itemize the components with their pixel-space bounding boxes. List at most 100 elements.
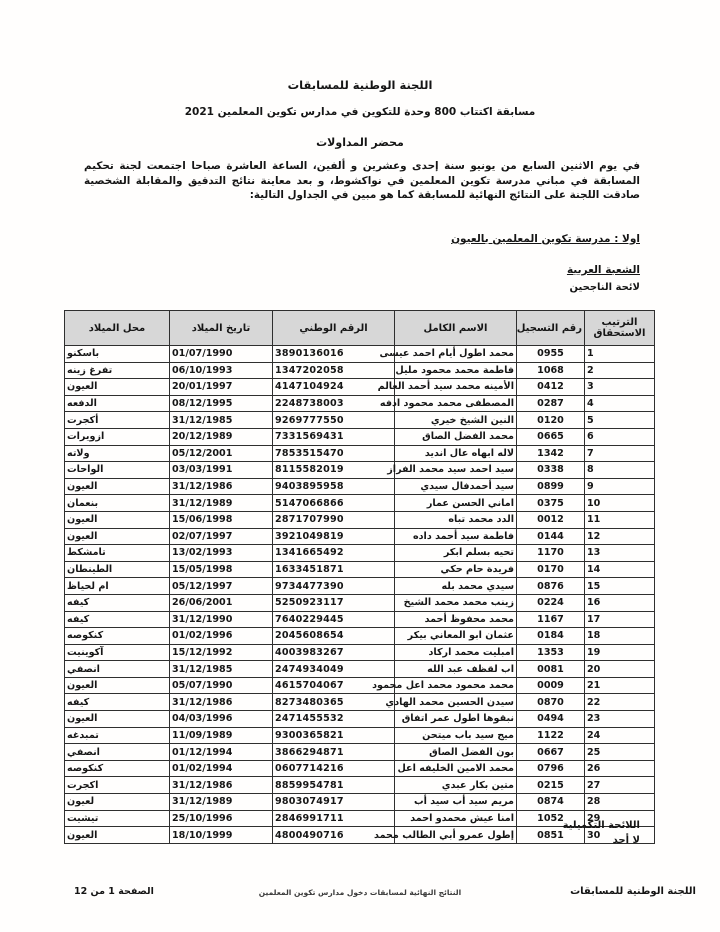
cell-natid: 5147066866: [272, 494, 395, 512]
cell-natid: 3921049819: [272, 527, 395, 546]
cell-natid: 3866294871: [272, 743, 395, 761]
cell-dob: 31/12/1985: [169, 660, 273, 678]
cell-reg: 0144: [516, 527, 585, 546]
cell-pob: آكوينيت: [64, 643, 170, 662]
cell-dob: 05/07/1990: [169, 676, 273, 695]
column-header-rank-line1: الترتيب: [601, 317, 638, 328]
cell-dob: 20/12/1989: [169, 427, 273, 446]
cell-natid: 1347202058: [272, 361, 395, 380]
table-row: 20 0081 اب لقظف عبد الله 2474934049 31/12/19…: [64, 660, 655, 678]
cell-name: ميج سيد باب ميتحن: [394, 726, 517, 745]
cell-pob: بنعمان: [64, 494, 170, 512]
cell-natid: 9803074917: [272, 793, 395, 811]
cell-reg: 0081: [516, 660, 585, 678]
cell-pob: كنكوصه: [64, 759, 170, 778]
table-row: 14 0170 فريدة حام حكي 1633451871 15/05/1998 ا…: [64, 560, 655, 579]
cell-dob: 31/12/1985: [169, 411, 273, 429]
table-row: 15 0876 سيدي محمد بله 9734477390 05/12/1997 ا…: [64, 577, 655, 595]
cell-dob: 03/03/1991: [169, 461, 273, 479]
cell-rank: 18: [584, 627, 655, 645]
cell-name: محمد الامين الخليفه اعل: [394, 759, 517, 778]
cell-rank: 26: [584, 759, 655, 778]
cell-natid: 4800490716: [272, 826, 395, 844]
cell-name: المصطفى محمد محمود ادفه: [380, 394, 517, 413]
cell-rank: 17: [584, 610, 655, 629]
table-row: 13 1170 تحيه بسلم ابكر 1341665492 13/02/1993…: [64, 544, 655, 562]
cell-name: سيدن الحسين محمد الهادي: [385, 693, 517, 712]
cell-name: عثمان ابو المعاني بيكر: [394, 627, 517, 645]
cell-rank: 2: [584, 361, 655, 380]
cell-pob: تامشكط: [64, 544, 170, 562]
cell-name: لاله ابهاه عال انديد: [394, 444, 517, 463]
cell-reg: 1122: [516, 726, 585, 745]
cell-reg: 0955: [516, 345, 585, 363]
cell-name: بون الفضل الصاق: [394, 743, 517, 761]
cell-reg: 0667: [516, 743, 585, 761]
cell-natid: 2471455532: [272, 710, 395, 728]
cell-pob: أكجرت: [64, 411, 170, 429]
cell-reg: 0120: [516, 411, 585, 429]
column-header-registration: رقم التسجيل: [516, 310, 585, 346]
table-row: 30 0851 إطول عمرو أبي الطالب محمد 480049071…: [64, 826, 655, 844]
cell-pob: انصفي: [64, 660, 170, 678]
cell-rank: 7: [584, 444, 655, 463]
cell-reg: 0665: [516, 427, 585, 446]
cell-pob: العيون: [64, 710, 170, 728]
cell-pob: كيفه: [64, 593, 170, 612]
cell-pob: لعيون: [64, 793, 170, 811]
pass-list-heading: لائحة الناجحين: [569, 282, 640, 293]
cell-pob: الواحات: [64, 461, 170, 479]
column-header-rank: الترتيب الاستحقاق: [584, 310, 655, 346]
cell-name: سيدي محمد بله: [394, 577, 517, 595]
cell-dob: 08/12/1995: [169, 394, 273, 413]
results-table-header: الترتيب الاستحقاق رقم التسجيل الاسم الكا…: [64, 310, 655, 346]
cell-natid: 7853515470: [272, 444, 395, 463]
table-row: 8 0338 سيد احمد سيد محمد الفراز 8115582019 0…: [64, 461, 655, 479]
cell-dob: 26/06/2001: [169, 593, 273, 612]
cell-name: فاطمة سيد أحمد داده: [394, 527, 517, 546]
cell-reg: 0009: [516, 676, 585, 695]
table-row: 12 0144 فاطمة سيد أحمد داده 3921049819 02/07…: [64, 527, 655, 546]
cell-reg: 0870: [516, 693, 585, 712]
table-row: 21 0009 محمد محمود محمد اعل محمود 461570406…: [64, 676, 655, 695]
cell-reg: 1068: [516, 361, 585, 380]
cell-pob: العيون: [64, 477, 170, 496]
column-header-national-id: الرقم الوطني: [272, 310, 395, 346]
cell-rank: 30: [584, 826, 655, 844]
cell-natid: 9403895958: [272, 477, 395, 496]
cell-rank: 14: [584, 560, 655, 579]
cell-reg: 0012: [516, 510, 585, 529]
cell-rank: 22: [584, 693, 655, 712]
cell-dob: 01/12/1994: [169, 743, 273, 761]
cell-rank: 13: [584, 544, 655, 562]
cell-natid: 0607714216: [272, 759, 395, 778]
cell-natid: 4003983267: [272, 643, 395, 662]
cell-name: سيد أحمدفال سيدي: [394, 477, 517, 496]
cell-name: محمد محمود محمد اعل محمود: [372, 676, 517, 695]
cell-natid: 2248738003: [272, 394, 395, 413]
table-row: 28 0874 مريم سيد أب سيد أب 9803074917 31/12/…: [64, 793, 655, 811]
cell-name: إطول عمرو أبي الطالب محمد: [374, 826, 517, 844]
cell-reg: 0494: [516, 710, 585, 728]
cell-pob: كيفه: [64, 693, 170, 712]
cell-reg: 0874: [516, 793, 585, 811]
cell-name: اماني الحسن عمار: [394, 494, 517, 512]
cell-pob: انصفي: [64, 743, 170, 761]
school-section-heading: اولا : مدرسة تكوين المعلمين بالعيون: [451, 233, 640, 245]
committee-title: اللجنة الوطنية للمسابقات: [287, 78, 433, 92]
table-row: 3 0412 الأمينه محمد سيد أحمد العالم 4147104…: [64, 378, 655, 396]
cell-reg: 1342: [516, 444, 585, 463]
cell-reg: 0224: [516, 593, 585, 612]
cell-rank: 3: [584, 378, 655, 396]
cell-pob: كيفه: [64, 610, 170, 629]
cell-reg: 0338: [516, 461, 585, 479]
cell-name: فاطمة محمد محمود مليل: [394, 361, 517, 380]
cell-rank: 9: [584, 477, 655, 496]
cell-pob: كنكوصه: [64, 627, 170, 645]
table-row: 17 1167 محمد محفوظ أحمد 7640229445 31/12/199…: [64, 610, 655, 629]
results-table-body: 1 0955 محمد اطول أيام احمد عيسى 3890136016 0…: [64, 345, 655, 844]
cell-pob: ولاته: [64, 444, 170, 463]
cell-pob: اكجرت: [64, 776, 170, 795]
cell-natid: 9269777550: [272, 411, 395, 429]
